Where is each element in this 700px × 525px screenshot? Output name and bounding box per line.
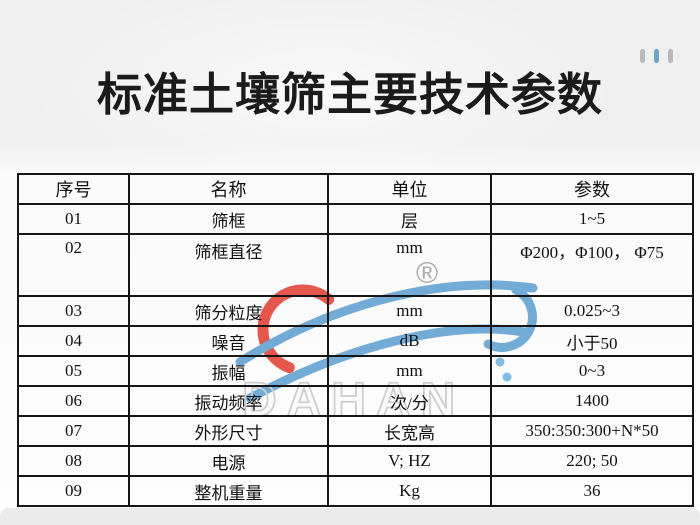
cell-index: 07 [17,415,130,447]
cell-name: 噪音 [128,325,329,357]
cell-index: 08 [17,445,130,477]
quote-bar-blue [654,49,659,63]
cell-name: 振动频率 [128,385,329,417]
cell-name: 整机重量 [128,475,329,507]
cell-parameter: 0.025~3 [490,295,694,327]
cell-index: 03 [17,295,130,327]
spec-table: 序号 名称 单位 参数 01 筛框 层 1~5 02 筛框直径 mm Φ200，… [17,173,694,507]
cell-unit: mm [327,355,492,387]
table-row: 03 筛分粒度 mm 0.025~3 [17,295,694,327]
spec-table-body: 01 筛框 层 1~5 02 筛框直径 mm Φ200，Φ100， Φ75 03… [17,203,694,507]
table-row: 01 筛框 层 1~5 [17,203,694,235]
table-row: 05 振幅 mm 0~3 [17,355,694,387]
cell-unit: 长宽高 [327,415,492,447]
cell-index: 02 [17,233,130,297]
cell-parameter: 220; 50 [490,445,694,477]
cell-index: 06 [17,385,130,417]
cell-index: 05 [17,355,130,387]
table-row: 02 筛框直径 mm Φ200，Φ100， Φ75 [17,233,694,297]
cell-parameter: 1~5 [490,203,694,235]
cell-parameter: 0~3 [490,355,694,387]
cell-parameter: 350:350:300+N*50 [490,415,694,447]
page-title: 标准土壤筛主要技术参数 [96,69,603,120]
table-row: 08 电源 V; HZ 220; 50 [17,445,694,477]
cell-index: 01 [17,203,130,235]
cell-name: 电源 [128,445,329,477]
table-row: 09 整机重量 Kg 36 [17,475,694,507]
cell-parameter: Φ200，Φ100， Φ75 [490,233,694,297]
cell-name: 筛框 [128,203,329,235]
cell-parameter: 1400 [490,385,694,417]
cell-unit: V; HZ [327,445,492,477]
cell-name: 振幅 [128,355,329,387]
header-row: 序号 名称 单位 参数 [17,173,694,205]
cell-unit: 层 [327,203,492,235]
table-row: 06 振动频率 次/分 1400 [17,385,694,417]
cell-parameter: 小于50 [490,325,694,357]
col-header-parameter: 参数 [490,173,694,205]
cell-index: 04 [17,325,130,357]
bottom-strip [0,508,700,525]
cell-name: 筛框直径 [128,233,329,297]
cell-unit: Kg [327,475,492,507]
cell-name: 外形尺寸 [128,415,329,447]
cell-unit: mm [327,233,492,297]
table-row: 04 噪音 dB 小于50 [17,325,694,357]
col-header-unit: 单位 [327,173,492,205]
quote-bars-icon [640,49,673,63]
cell-unit: dB [327,325,492,357]
quote-bar-gray-right [668,49,673,63]
cell-index: 09 [17,475,130,507]
title-area: 标准土壤筛主要技术参数 [0,0,700,123]
cell-unit: 次/分 [327,385,492,417]
col-header-index: 序号 [17,173,130,205]
cell-parameter: 36 [490,475,694,507]
cell-name: 筛分粒度 [128,295,329,327]
cell-unit: mm [327,295,492,327]
table-row: 07 外形尺寸 长宽高 350:350:300+N*50 [17,415,694,447]
col-header-name: 名称 [128,173,329,205]
spec-table-head: 序号 名称 单位 参数 [17,173,694,205]
quote-bar-gray-left [640,49,645,63]
